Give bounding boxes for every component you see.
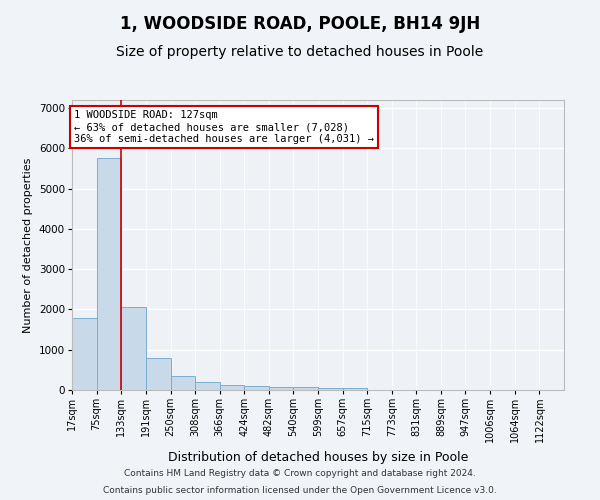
- Bar: [72, 318, 97, 390]
- Text: 1, WOODSIDE ROAD, POOLE, BH14 9JH: 1, WOODSIDE ROAD, POOLE, BH14 9JH: [120, 15, 480, 33]
- Bar: [220, 385, 244, 390]
- Text: 1 WOODSIDE ROAD: 127sqm
← 63% of detached houses are smaller (7,028)
36% of semi: 1 WOODSIDE ROAD: 127sqm ← 63% of detache…: [74, 110, 374, 144]
- Bar: [121, 308, 146, 390]
- Bar: [170, 376, 195, 390]
- Bar: [293, 387, 318, 390]
- Y-axis label: Number of detached properties: Number of detached properties: [23, 158, 34, 332]
- Text: Size of property relative to detached houses in Poole: Size of property relative to detached ho…: [116, 45, 484, 59]
- Bar: [97, 158, 121, 390]
- X-axis label: Distribution of detached houses by size in Poole: Distribution of detached houses by size …: [168, 451, 468, 464]
- Text: Contains public sector information licensed under the Open Government Licence v3: Contains public sector information licen…: [103, 486, 497, 495]
- Bar: [269, 387, 293, 390]
- Bar: [146, 358, 170, 390]
- Bar: [318, 388, 343, 390]
- Bar: [343, 388, 367, 390]
- Bar: [195, 382, 220, 390]
- Text: Contains HM Land Registry data © Crown copyright and database right 2024.: Contains HM Land Registry data © Crown c…: [124, 468, 476, 477]
- Bar: [244, 386, 269, 390]
